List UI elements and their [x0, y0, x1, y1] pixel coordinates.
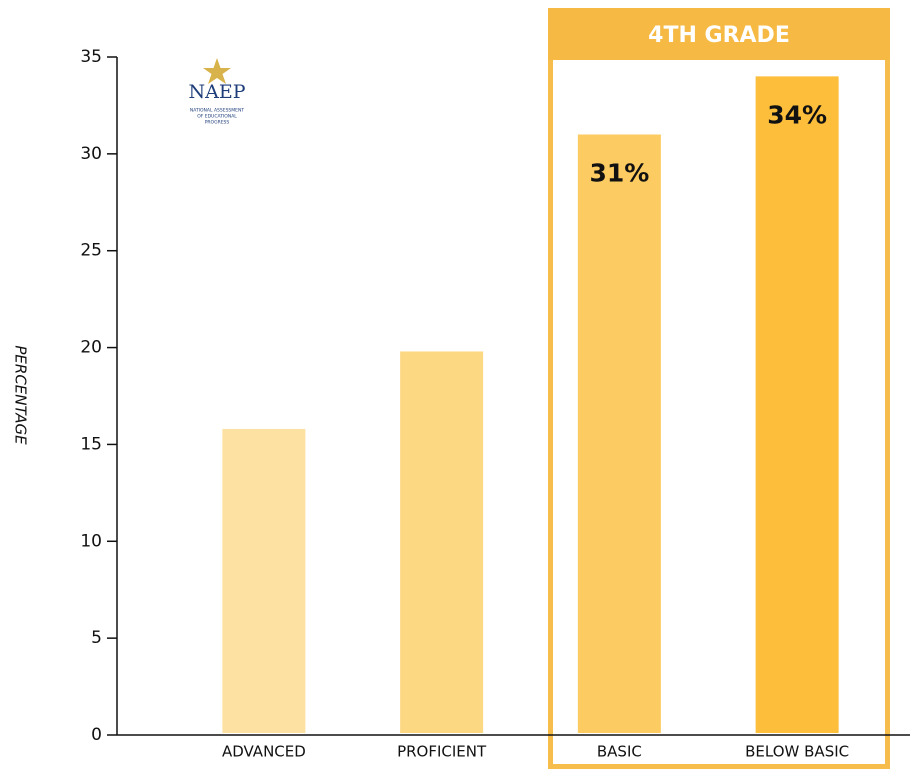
y-tick-label: 30 [80, 144, 102, 164]
logo-title: NAEP [189, 81, 246, 103]
x-tick-label: ADVANCED [222, 743, 306, 761]
y-tick-label: 10 [80, 531, 102, 551]
y-axis-label: PERCENTAGE [12, 345, 30, 445]
value-label: 31% [589, 158, 649, 187]
x-tick-label: BASIC [597, 743, 642, 761]
y-tick-label: 0 [91, 725, 102, 745]
logo-line: PROGRESS [205, 120, 230, 126]
x-tick-label: PROFICIENT [397, 743, 487, 761]
highlight-header [548, 8, 890, 60]
bar [222, 428, 306, 733]
y-tick-label: 5 [91, 628, 102, 648]
bar [755, 76, 839, 733]
bar [400, 351, 484, 733]
logo-line: NATIONAL ASSESSMENT [190, 108, 245, 114]
y-tick-label: 20 [80, 338, 102, 358]
highlight-label: 4TH GRADE [648, 23, 790, 48]
bar [577, 134, 661, 733]
x-tick-label: BELOW BASIC [745, 743, 849, 761]
value-label: 34% [767, 100, 827, 129]
logo: NAEP NATIONAL ASSESSMENT OF EDUCATIONAL … [189, 58, 246, 126]
logo-line: OF EDUCATIONAL [197, 114, 237, 120]
logo-star [203, 58, 231, 84]
y-tick-label: 15 [80, 434, 102, 454]
y-tick-label: 35 [80, 47, 102, 67]
y-tick-label: 25 [80, 241, 102, 261]
